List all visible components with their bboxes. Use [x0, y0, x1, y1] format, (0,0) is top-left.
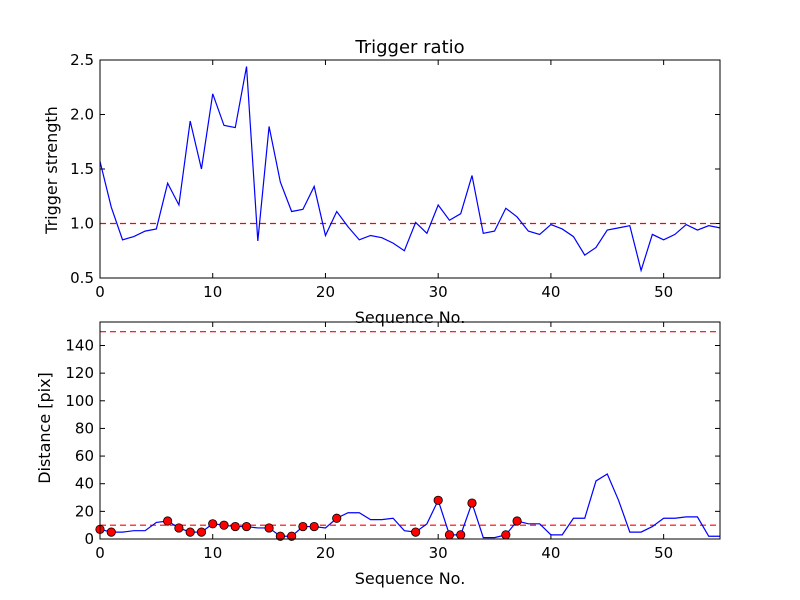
bottom-marker-point: [411, 527, 421, 537]
top-x-tick-label: 0: [95, 283, 105, 301]
bottom-x-tick-label: 50: [654, 544, 673, 562]
bottom-marker-point: [512, 516, 522, 526]
top-x-tick-label: 50: [654, 283, 673, 301]
bottom-y-tick-label: 20: [75, 502, 94, 520]
top-chart-title: Trigger ratio: [354, 37, 464, 58]
bottom-marker-point: [219, 520, 229, 530]
bottom-marker-point: [501, 530, 511, 540]
bottom-y-tick-label: 100: [65, 392, 94, 410]
bottom-marker-point: [241, 521, 252, 532]
bottom-marker-point: [106, 527, 116, 537]
bottom-marker-point: [174, 523, 184, 533]
top-x-axis-label: Sequence No.: [355, 308, 466, 327]
top-plot-area: 0 10 20 30 40 50 0.5 1.0 1.5 2.0 2.5: [70, 51, 721, 301]
bottom-marker-point: [456, 530, 466, 540]
bottom-x-tick-label: 10: [203, 544, 222, 562]
bottom-marker-point: [264, 523, 274, 533]
bottom-marker-point: [196, 527, 207, 537]
bottom-marker-point: [275, 531, 285, 541]
bottom-marker-point: [208, 519, 218, 529]
bottom-marker-point: [287, 531, 297, 541]
bottom-marker-point: [230, 521, 240, 532]
top-y-axis-label: Trigger strength: [42, 106, 61, 235]
bottom-marker-point: [185, 527, 195, 537]
bottom-y-tick-label: 120: [65, 364, 94, 382]
bottom-axes-frame: [99, 321, 721, 540]
top-y-tick-label: 0.5: [70, 269, 94, 287]
bottom-x-tick-label: 20: [316, 544, 335, 562]
top-axes-frame: [99, 59, 721, 279]
top-x-tick-label: 10: [203, 283, 222, 301]
bottom-marker-point: [433, 495, 443, 505]
bottom-y-tick-label: 80: [75, 419, 94, 437]
bottom-marker-point: [444, 530, 455, 540]
bottom-x-tick-label: 30: [429, 544, 448, 562]
top-x-tick-label: 40: [541, 283, 560, 301]
top-x-tick-label: 30: [429, 283, 448, 301]
bottom-x-tick-label: 40: [541, 544, 560, 562]
bottom-marker-point: [467, 498, 477, 508]
bottom-y-tick-label: 60: [75, 447, 94, 465]
distance-chart: Distance [pix] Sequence No. 0 10 20 30 40 500…: [35, 321, 721, 588]
top-y-tick-label: 1.0: [70, 215, 94, 233]
bottom-x-tick-label: 0: [95, 544, 105, 562]
bottom-marker-point: [298, 521, 308, 532]
bottom-y-axis-label: Distance [pix]: [35, 372, 54, 484]
bottom-marker-point: [163, 516, 173, 526]
bottom-marker-point: [332, 513, 342, 523]
bottom-y-tick-label: 40: [75, 475, 94, 493]
top-y-tick-label: 2.0: [70, 106, 94, 124]
bottom-x-axis-label: Sequence No.: [355, 569, 466, 588]
bottom-plot-area: 0 10 20 30 40 50 0 20 40 60 80 100 120 140: [65, 322, 720, 562]
top-y-tick-label: 1.5: [70, 160, 94, 178]
bottom-y-tick-label: 0: [84, 530, 94, 548]
bottom-y-tick-label: 140: [65, 336, 94, 354]
top-series-line: [99, 66, 721, 273]
top-x-tick-label: 20: [316, 283, 335, 301]
top-y-tick-label: 2.5: [70, 51, 94, 69]
bottom-marker-point: [309, 521, 319, 532]
